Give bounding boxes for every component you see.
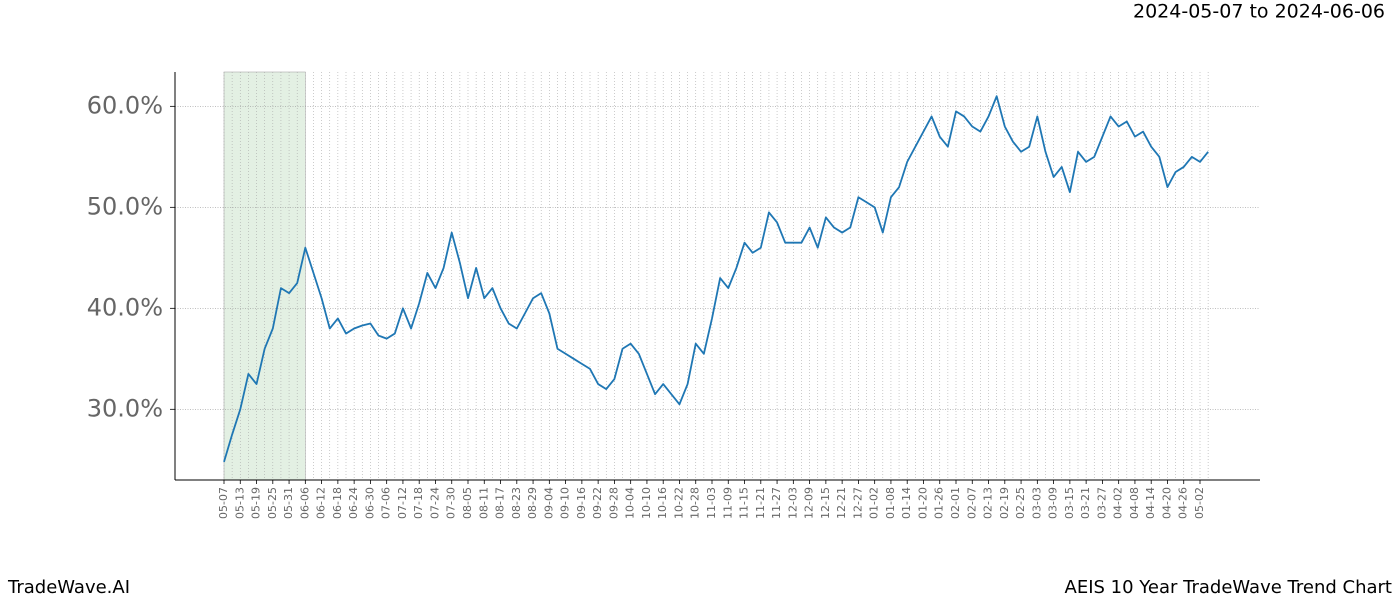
x-tick-label: 09-16 [575,487,588,519]
chart-title: AEIS 10 Year TradeWave Trend Chart [1065,577,1392,598]
x-tick-label: 10-16 [656,487,669,519]
x-tick-label: 10-28 [689,487,702,519]
x-tick-label: 05-25 [266,487,279,519]
x-tick-label: 06-30 [363,487,376,519]
x-tick-label: 07-06 [380,487,393,519]
x-tick-label: 10-22 [672,487,685,519]
y-tick-label: 60.0% [87,91,163,119]
x-tick-label: 01-02 [868,487,881,519]
chart-subtitle: 2024-05-07 to 2024-06-06 [1133,1,1385,23]
x-tick-label: 05-07 [217,487,230,519]
x-tick-label: 11-27 [770,487,783,519]
x-tick-label: 08-23 [510,487,523,519]
x-tick-label: 09-22 [591,487,604,519]
footer: TradeWave.AI [7,577,130,598]
x-tick-label: 03-15 [1063,487,1076,519]
y-tick-label: 50.0% [87,192,163,220]
x-tick-label: 06-12 [315,487,328,519]
x-tick-label: 02-01 [949,487,962,519]
x-tick-label: 11-15 [738,487,751,519]
x-tick-label: 12-21 [835,487,848,519]
x-tick-label: 04-26 [1177,487,1190,519]
x-tick-label: 08-05 [461,487,474,519]
x-tick-label: 01-14 [900,487,913,519]
x-tick-label: 02-13 [982,487,995,519]
x-tick-label: 07-12 [396,487,409,519]
x-tick-label: 08-11 [477,487,490,519]
x-tick-label: 01-08 [884,487,897,519]
x-tick-label: 10-04 [624,487,637,519]
x-tick-label: 12-09 [803,487,816,519]
y-tick-label: 30.0% [87,394,163,422]
x-tick-label: 10-10 [640,487,653,519]
x-tick-label: 02-19 [998,487,1011,519]
x-tick-label: 03-09 [1047,487,1060,519]
x-tick-label: 05-19 [250,487,263,519]
x-tick-label: 05-13 [233,487,246,519]
x-tick-label: 09-10 [559,487,572,519]
x-tick-label: 06-18 [331,487,344,519]
x-tick-label: 03-21 [1079,487,1092,519]
x-tick-label: 12-15 [819,487,832,519]
y-tick-label: 40.0% [87,293,163,321]
x-tick-label: 12-03 [786,487,799,519]
x-tick-label: 04-02 [1112,487,1125,519]
x-tick-label: 04-14 [1144,487,1157,519]
x-tick-label: 09-04 [542,487,555,519]
x-tick-label: 08-17 [494,487,507,519]
x-tick-label: 04-20 [1160,487,1173,519]
line-series [223,95,1209,463]
x-tick-label: 06-24 [347,487,360,519]
x-tick-label: 11-21 [754,487,767,519]
x-tick-label: 03-03 [1030,487,1043,519]
x-tick-label: 02-25 [1014,487,1027,519]
x-tick-label: 07-18 [412,487,425,519]
x-tick-label: 07-24 [428,487,441,519]
x-tick-label: 06-06 [298,487,311,519]
x-tick-label: 01-26 [933,487,946,519]
x-tick-label: 01-20 [916,487,929,519]
x-tick-label: 11-03 [705,487,718,519]
x-tick-label: 11-09 [721,487,734,519]
x-tick-label: 05-31 [282,487,295,519]
x-tick-label: 12-27 [851,487,864,519]
x-tick-label: 04-08 [1128,487,1141,519]
x-tick-label: 05-02 [1193,487,1206,519]
x-tick-label: 02-07 [965,487,978,519]
x-tick-label: 08-29 [526,487,539,519]
x-tick-label: 03-27 [1095,487,1108,519]
x-tick-label: 07-30 [445,487,458,519]
x-tick-label: 09-28 [607,487,620,519]
